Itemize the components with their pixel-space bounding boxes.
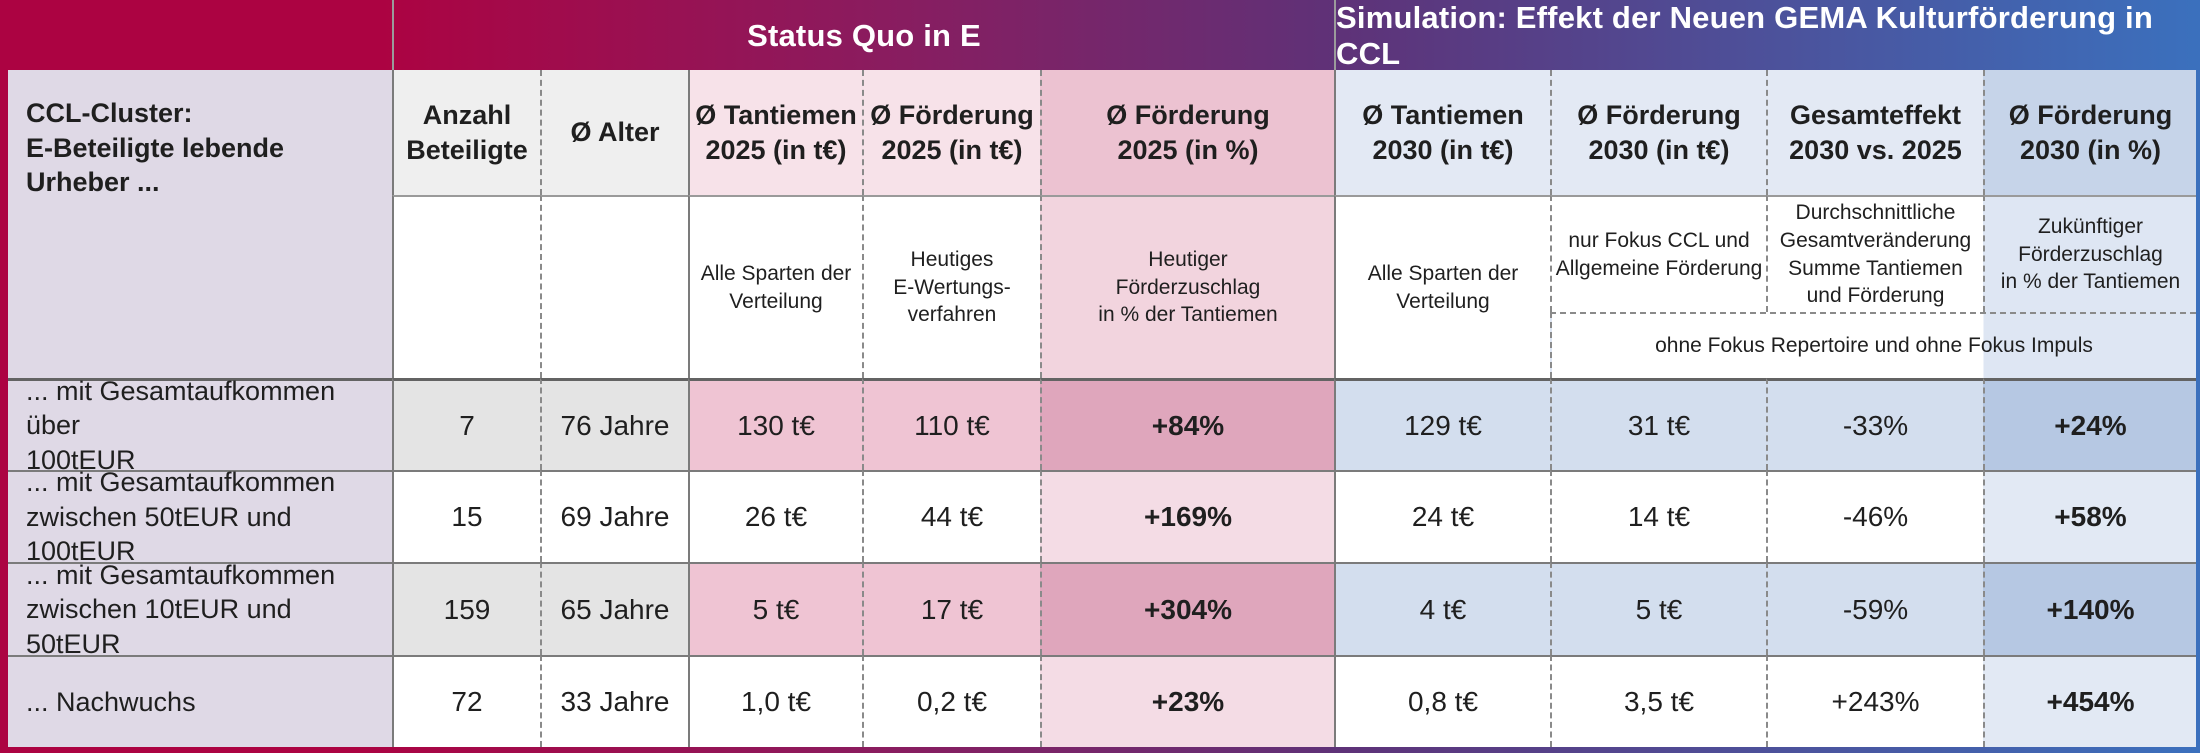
- right-accent-border: [2196, 0, 2200, 753]
- value-foerderung-2030-pct: +24%: [1983, 378, 2196, 470]
- band-simulation: Simulation: Effekt der Neuen GEMA Kultur…: [1334, 0, 2196, 72]
- value-tantiemen-2025: 26 t€: [688, 470, 862, 562]
- value-foerderung-2025: 17 t€: [862, 562, 1040, 655]
- left-accent-border: [0, 0, 8, 753]
- value-foerderung-2025: 0,2 t€: [862, 655, 1040, 747]
- note-foerderung-2030-pct: Zukünftiger Förderzuschlag in % der Tant…: [1983, 195, 2196, 312]
- header-tantiemen-2030: Ø Tantiemen 2030 (in t€): [1334, 70, 1550, 195]
- row-label: ... mit Gesamtaufkommen zwischen 50tEUR …: [8, 467, 392, 566]
- value-foerderung-2030-pct: +454%: [1983, 655, 2196, 747]
- note-tantiemen-2025: Alle Sparten der Verteilung: [688, 195, 862, 378]
- header-anzahl: Anzahl Beteiligte: [392, 70, 540, 195]
- header-band: Status Quo in E Simulation: Effekt der N…: [8, 0, 2196, 72]
- value-foerderung-2030-pct: +58%: [1983, 470, 2196, 562]
- bottom-accent-border: [0, 747, 2200, 753]
- value-alter: 69 Jahre: [540, 470, 688, 562]
- header-foerderung-2030-pct: Ø Förderung 2030 (in %): [1983, 70, 2196, 195]
- note-gesamteffekt: Durchschnittliche Gesamtveränderung Summ…: [1766, 195, 1983, 312]
- value-gesamteffekt: -33%: [1766, 378, 1983, 470]
- value-gesamteffekt: +243%: [1766, 655, 1983, 747]
- value-alter: 33 Jahre: [540, 655, 688, 747]
- value-foerderung-2030: 14 t€: [1550, 470, 1766, 562]
- value-tantiemen-2025: 130 t€: [688, 378, 862, 470]
- value-foerderung-2030: 31 t€: [1550, 378, 1766, 470]
- simulation-title: Simulation: Effekt der Neuen GEMA Kultur…: [1336, 0, 2153, 71]
- value-foerderung-2030-pct: +140%: [1983, 562, 2196, 655]
- note-foerderung-2025-pct: Heutiger Förderzuschlag in % der Tantiem…: [1040, 195, 1334, 378]
- value-gesamteffekt: -46%: [1766, 470, 1983, 562]
- value-foerderung-2025: 44 t€: [862, 470, 1040, 562]
- value-anzahl: 15: [392, 470, 540, 562]
- value-foerderung-2025-pct: +169%: [1040, 470, 1334, 562]
- value-tantiemen-2030: 0,8 t€: [1334, 655, 1550, 747]
- value-gesamteffekt: -59%: [1766, 562, 1983, 655]
- value-foerderung-2025-pct: +304%: [1040, 562, 1334, 655]
- note-anzahl-empty: [392, 195, 540, 378]
- note-tantiemen-2030: Alle Sparten der Verteilung: [1334, 195, 1550, 378]
- header-foerderung-2025: Ø Förderung 2025 (in t€): [862, 70, 1040, 195]
- header-foerderung-2030: Ø Förderung 2030 (in t€): [1550, 70, 1766, 195]
- value-alter: 65 Jahre: [540, 562, 688, 655]
- band-status-quo: Status Quo in E: [392, 0, 1334, 72]
- value-anzahl: 7: [392, 378, 540, 470]
- value-foerderung-2025: 110 t€: [862, 378, 1040, 470]
- status-quo-title: Status Quo in E: [747, 18, 981, 53]
- row-label: ... Nachwuchs: [8, 655, 392, 747]
- value-tantiemen-2030: 129 t€: [1334, 378, 1550, 470]
- value-alter: 76 Jahre: [540, 378, 688, 470]
- header-tantiemen-2025: Ø Tantiemen 2025 (in t€): [688, 70, 862, 195]
- row-label: ... mit Gesamtaufkommen zwischen 10tEUR …: [8, 560, 392, 659]
- corner-label: CCL-Cluster: E-Beteiligte lebende Urhebe…: [8, 70, 392, 378]
- header-foerderung-2025-pct: Ø Förderung 2025 (in %): [1040, 70, 1334, 195]
- data-table: CCL-Cluster: E-Beteiligte lebende Urhebe…: [8, 70, 2196, 747]
- value-foerderung-2030: 5 t€: [1550, 562, 1766, 655]
- value-foerderung-2025-pct: +23%: [1040, 655, 1334, 747]
- note-foerderung-2025: Heutiges E-Wertungs- verfahren: [862, 195, 1040, 378]
- note-alter-empty: [540, 195, 688, 378]
- header-gesamteffekt: Gesamteffekt 2030 vs. 2025: [1766, 70, 1983, 195]
- header-alter: Ø Alter: [540, 70, 688, 195]
- value-foerderung-2030: 3,5 t€: [1550, 655, 1766, 747]
- value-tantiemen-2025: 5 t€: [688, 562, 862, 655]
- value-tantiemen-2030: 4 t€: [1334, 562, 1550, 655]
- band-corner-spacer: [8, 0, 392, 72]
- value-tantiemen-2030: 24 t€: [1334, 470, 1550, 562]
- note-ohne-fokus: ohne Fokus Repertoire und ohne Fokus Imp…: [1550, 312, 2196, 378]
- value-anzahl: 72: [392, 655, 540, 747]
- note-foerderung-2030: nur Fokus CCL und Allgemeine Förderung: [1550, 195, 1766, 312]
- value-anzahl: 159: [392, 562, 540, 655]
- value-foerderung-2025-pct: +84%: [1040, 378, 1334, 470]
- row-label: ... mit Gesamtaufkommen über 100tEUR: [8, 376, 392, 475]
- value-tantiemen-2025: 1,0 t€: [688, 655, 862, 747]
